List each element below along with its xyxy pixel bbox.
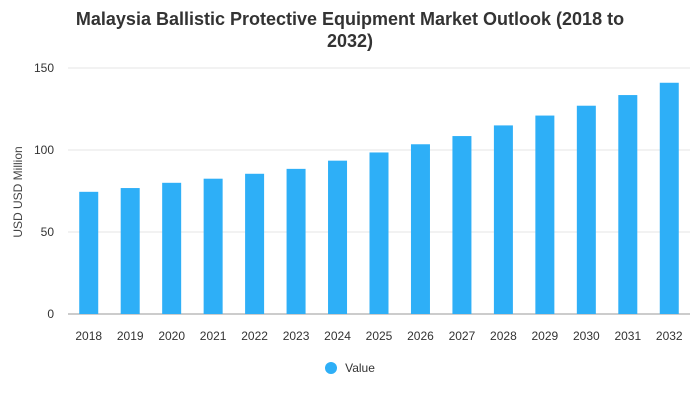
bar-2027[interactable] (452, 136, 472, 314)
y-axis-title: USD USD Million (11, 146, 25, 237)
y-tick-label: 0 (47, 307, 54, 321)
y-axis-ticks: 0 50 100 150 (34, 61, 54, 321)
x-tick-label: 2021 (200, 329, 227, 343)
x-tick-label: 2030 (573, 329, 600, 343)
x-tick-label: 2025 (366, 329, 393, 343)
bar-2030[interactable] (576, 105, 596, 314)
x-tick-label: 2027 (449, 329, 476, 343)
y-tick-label: 50 (41, 225, 55, 239)
x-tick-label: 2032 (656, 329, 683, 343)
bar-2028[interactable] (493, 125, 513, 315)
bar-2021[interactable] (203, 178, 223, 314)
bar-2023[interactable] (286, 168, 306, 314)
y-tick-label: 150 (34, 61, 54, 75)
x-tick-label: 2028 (490, 329, 517, 343)
x-tick-label: 2019 (117, 329, 144, 343)
bar-2032[interactable] (659, 82, 679, 314)
bar-2024[interactable] (328, 160, 348, 314)
bar-2029[interactable] (535, 115, 555, 314)
x-tick-label: 2031 (614, 329, 641, 343)
chart-title: Malaysia Ballistic Protective Equipment … (75, 9, 625, 51)
bars (79, 82, 679, 315)
x-axis-ticks: 2018 2019 2020 2021 2022 2023 2024 2025 2026 2027… (75, 329, 683, 343)
x-tick-label: 2029 (532, 329, 559, 343)
y-tick-label: 100 (34, 143, 54, 157)
x-tick-label: 2023 (283, 329, 310, 343)
x-tick-label: 2022 (241, 329, 268, 343)
bar-2018[interactable] (79, 191, 99, 314)
bar-2031[interactable] (618, 95, 638, 314)
bar-2025[interactable] (369, 152, 389, 314)
legend-label[interactable]: Value (345, 361, 375, 375)
legend: Value (0, 361, 700, 375)
x-tick-label: 2018 (75, 329, 102, 343)
x-tick-label: 2026 (407, 329, 434, 343)
legend-marker-icon[interactable] (325, 362, 338, 374)
bar-2022[interactable] (245, 173, 265, 314)
bar-2020[interactable] (162, 182, 182, 314)
bar-2019[interactable] (120, 188, 140, 314)
bar-2026[interactable] (410, 144, 430, 314)
x-tick-label: 2020 (158, 329, 185, 343)
x-tick-label: 2024 (324, 329, 351, 343)
